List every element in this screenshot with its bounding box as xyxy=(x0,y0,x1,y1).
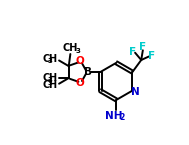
Text: F: F xyxy=(129,47,136,57)
Text: O: O xyxy=(76,56,85,66)
Text: B: B xyxy=(84,67,92,77)
Text: 2: 2 xyxy=(120,113,125,122)
Text: C: C xyxy=(43,80,50,90)
Text: CH: CH xyxy=(63,43,78,53)
Text: 3: 3 xyxy=(47,77,52,84)
Text: NH: NH xyxy=(105,111,123,121)
Text: 3: 3 xyxy=(75,48,80,54)
Text: 3: 3 xyxy=(47,80,52,86)
Text: O: O xyxy=(76,78,85,88)
Text: H: H xyxy=(48,80,56,90)
Text: 3: 3 xyxy=(47,58,52,64)
Text: F: F xyxy=(148,51,155,61)
Text: F: F xyxy=(139,42,146,52)
Text: C: C xyxy=(43,73,50,83)
Text: H: H xyxy=(48,54,56,64)
Text: H: H xyxy=(48,73,56,83)
Text: N: N xyxy=(131,87,139,97)
Text: C: C xyxy=(43,54,50,64)
